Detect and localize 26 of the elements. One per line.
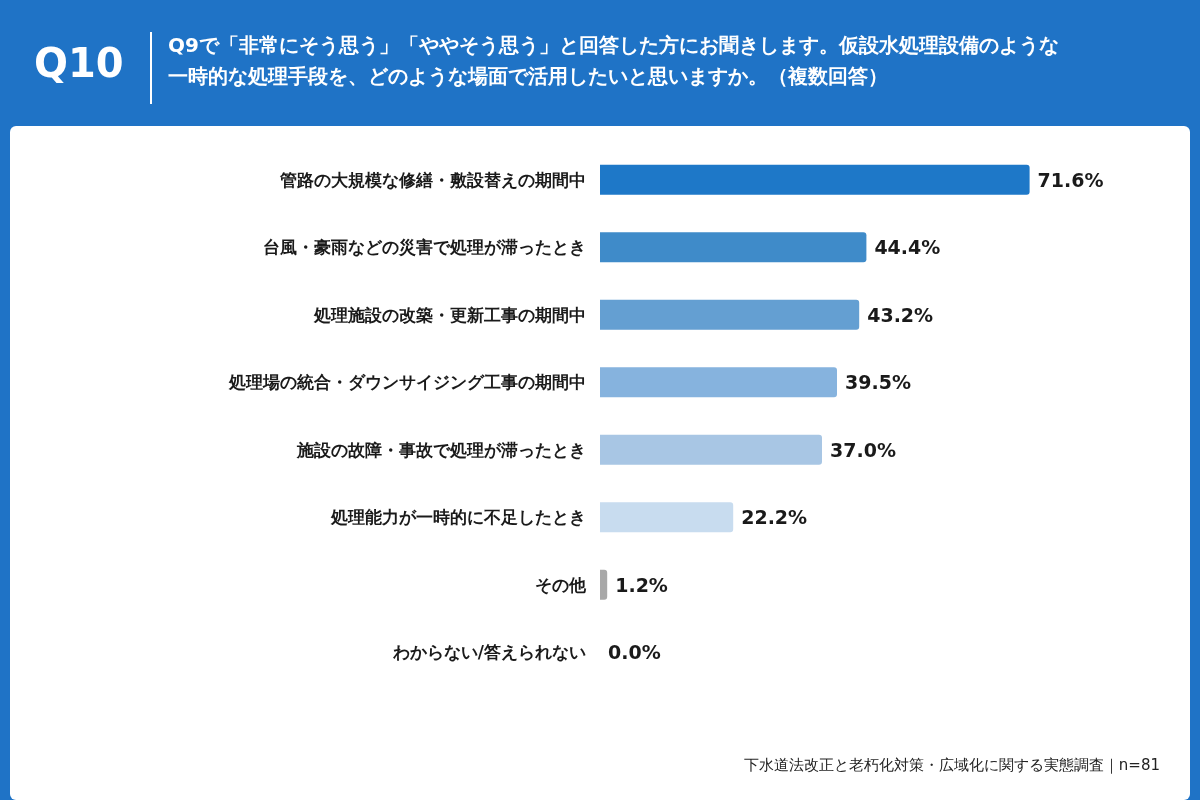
bar: [600, 299, 860, 330]
y-tick-label: わからない/答えられない: [391, 642, 586, 663]
data-label: 71.6%: [1037, 168, 1104, 191]
bar: [600, 434, 822, 465]
y-tick-label: 台風・豪雨などの災害で処理が滞ったとき: [263, 237, 586, 258]
data-label: 1.2%: [615, 573, 668, 596]
bar: [600, 367, 837, 398]
data-label: 37.0%: [830, 438, 896, 461]
data-label: 0.0%: [608, 641, 661, 664]
text: Q10: [34, 40, 124, 86]
data-label: 43.2%: [867, 303, 934, 326]
y-tick-label: 処理能力が一時的に不足したとき: [330, 507, 586, 528]
bar: [600, 502, 734, 533]
chart-subtitle: Q9で「非常にそう思う」「ややそう思う」と回答した方にお聞きします。仮設水処理設備のような一時的な処理手段を、どのような場面で活用したいと思いますか。（複数回答）: [168, 32, 1060, 90]
y-tick-label: 管路の大規模な修繕・敷設替えの期間中: [279, 169, 586, 190]
bar: [600, 569, 608, 600]
data-label: 44.4%: [874, 236, 941, 259]
data-label: 39.5%: [845, 371, 911, 394]
y-tick-label: 処理施設の改築・更新工事の期間中: [313, 304, 586, 325]
y-tick-label: その他: [535, 574, 587, 595]
data-label: 22.2%: [741, 506, 808, 529]
bar: [600, 232, 867, 263]
bar: [600, 164, 1030, 195]
y-tick-label: 処理場の統合・ダウンサイジング工事の期間中: [228, 372, 586, 393]
y-tick-label: 施設の故障・事故で処理が滞ったとき: [296, 439, 586, 460]
text: 下水道法改正と老朽化対策・広域化に関する実態調査｜n=81: [743, 756, 1160, 775]
